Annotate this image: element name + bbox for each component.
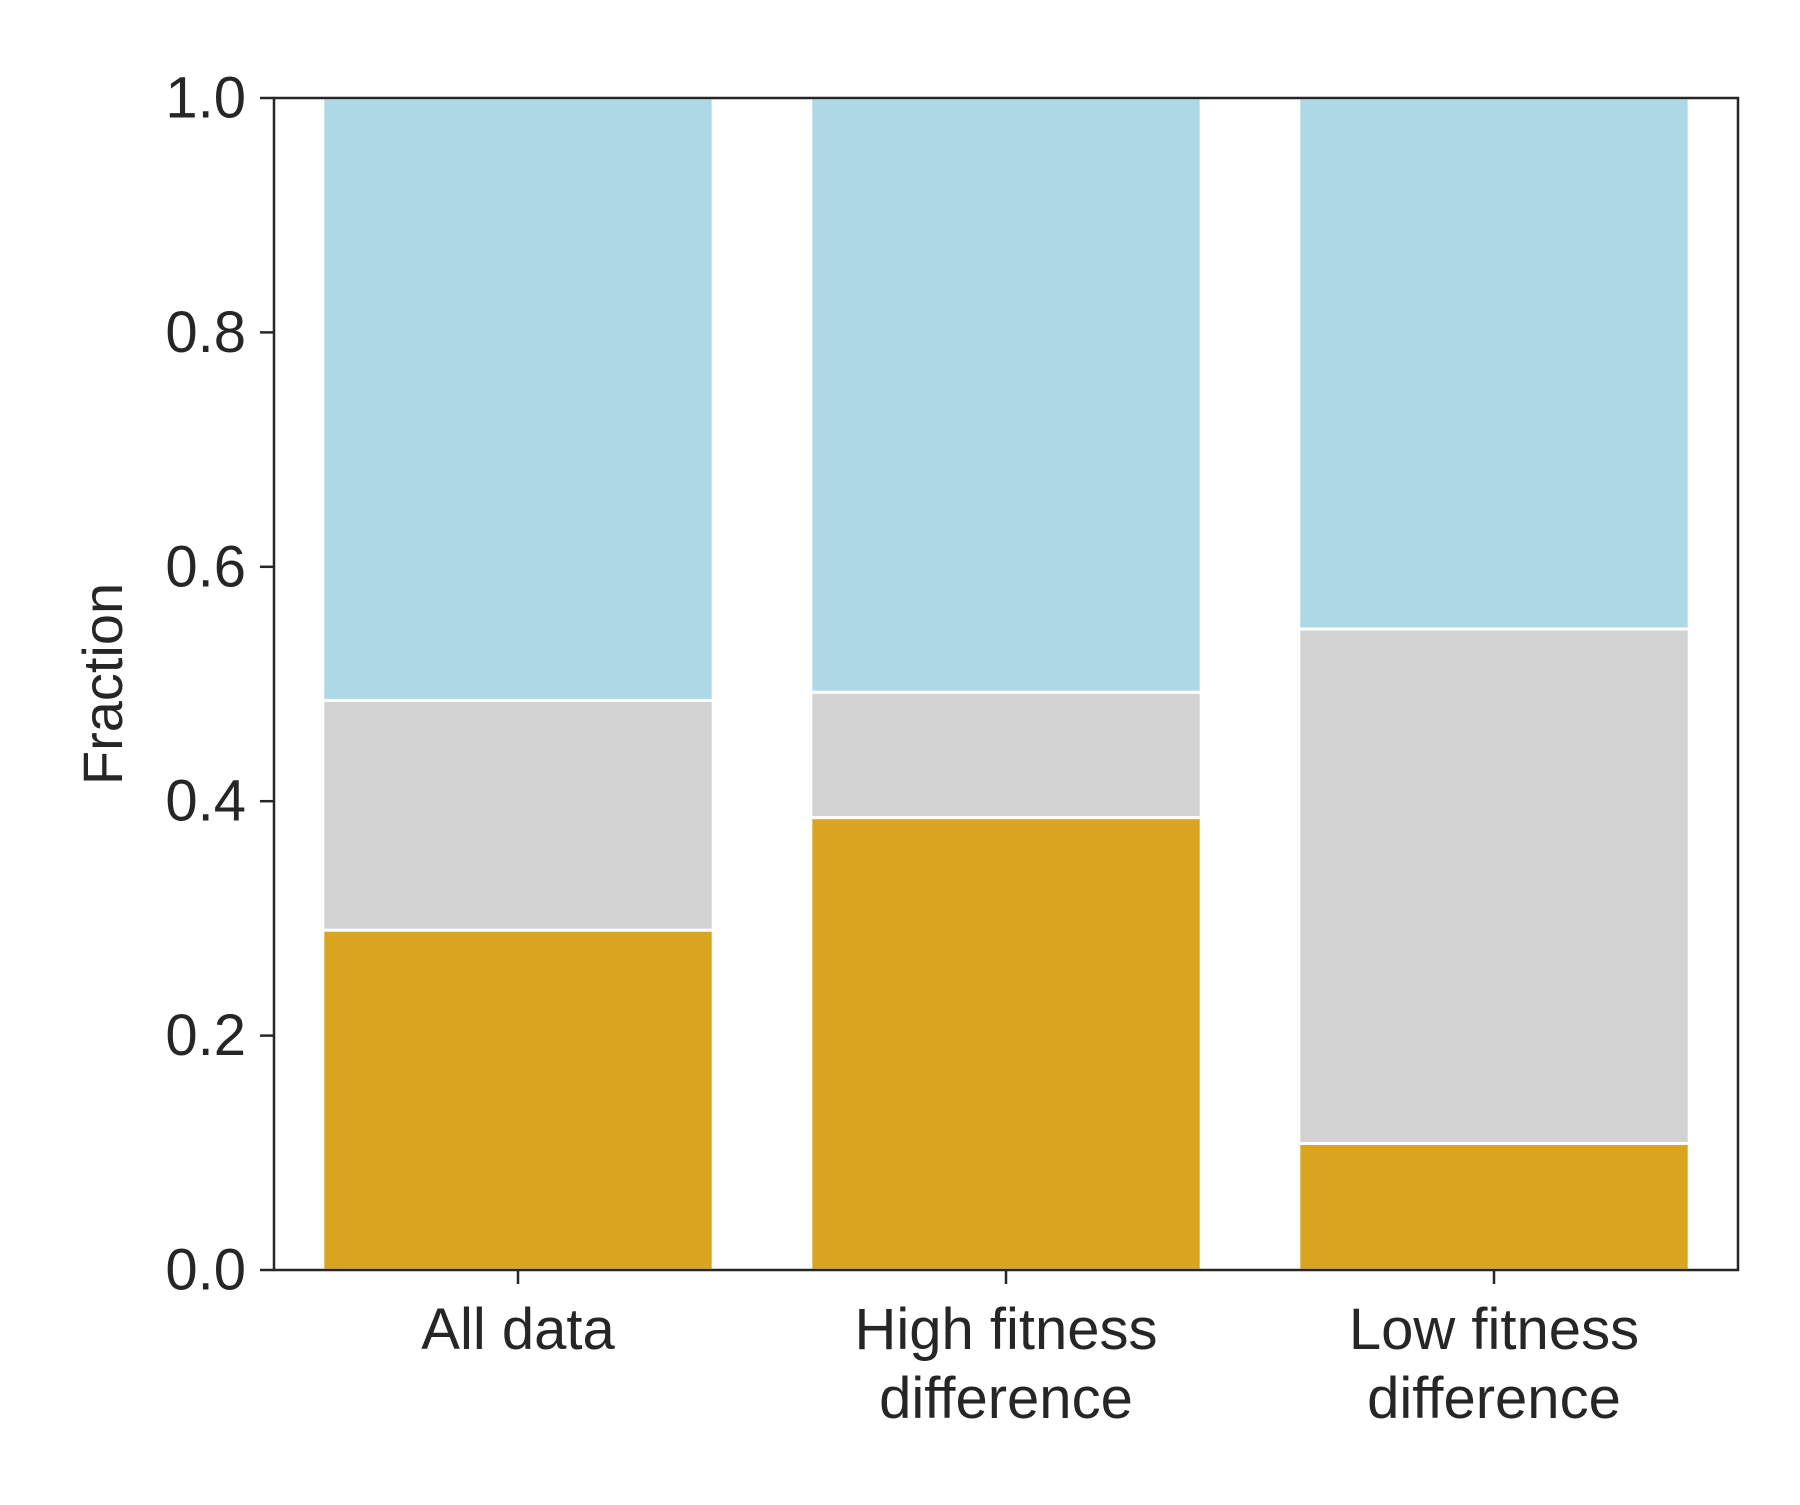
y-axis-label: Fraction	[71, 583, 134, 785]
x-tick-label-cat0: All data	[421, 1297, 615, 1362]
bar-segment-cat1-series1	[809, 690, 1203, 820]
y-tick-label: 0.0	[165, 1238, 246, 1303]
y-tick-label: 0.6	[165, 534, 246, 599]
bars-layer	[321, 96, 1691, 1272]
y-tick-label: 0.4	[165, 769, 246, 834]
x-tick-label-cat2: difference	[1367, 1366, 1621, 1431]
x-tick-label-cat1: difference	[879, 1366, 1133, 1431]
bar-segment-cat0-series0	[321, 928, 715, 1272]
axes-layer	[260, 96, 1740, 1284]
bar-segment-cat0-series2	[321, 96, 715, 702]
bar-segment-cat0-series1	[321, 698, 715, 932]
bar-segment-cat2-series1	[1297, 627, 1691, 1145]
y-tick-label: 0.2	[165, 1003, 246, 1068]
bar-segment-cat2-series2	[1297, 96, 1691, 631]
y-tick-label: 0.8	[165, 300, 246, 365]
y-tick-label: 1.0	[165, 66, 246, 131]
bar-segment-cat1-series2	[809, 96, 1203, 694]
bar-segment-cat2-series0	[1297, 1141, 1691, 1272]
x-tick-label-cat2: Low fitness	[1349, 1297, 1639, 1362]
x-tick-label-cat1: High fitness	[854, 1297, 1157, 1362]
bar-segment-cat1-series0	[809, 816, 1203, 1272]
